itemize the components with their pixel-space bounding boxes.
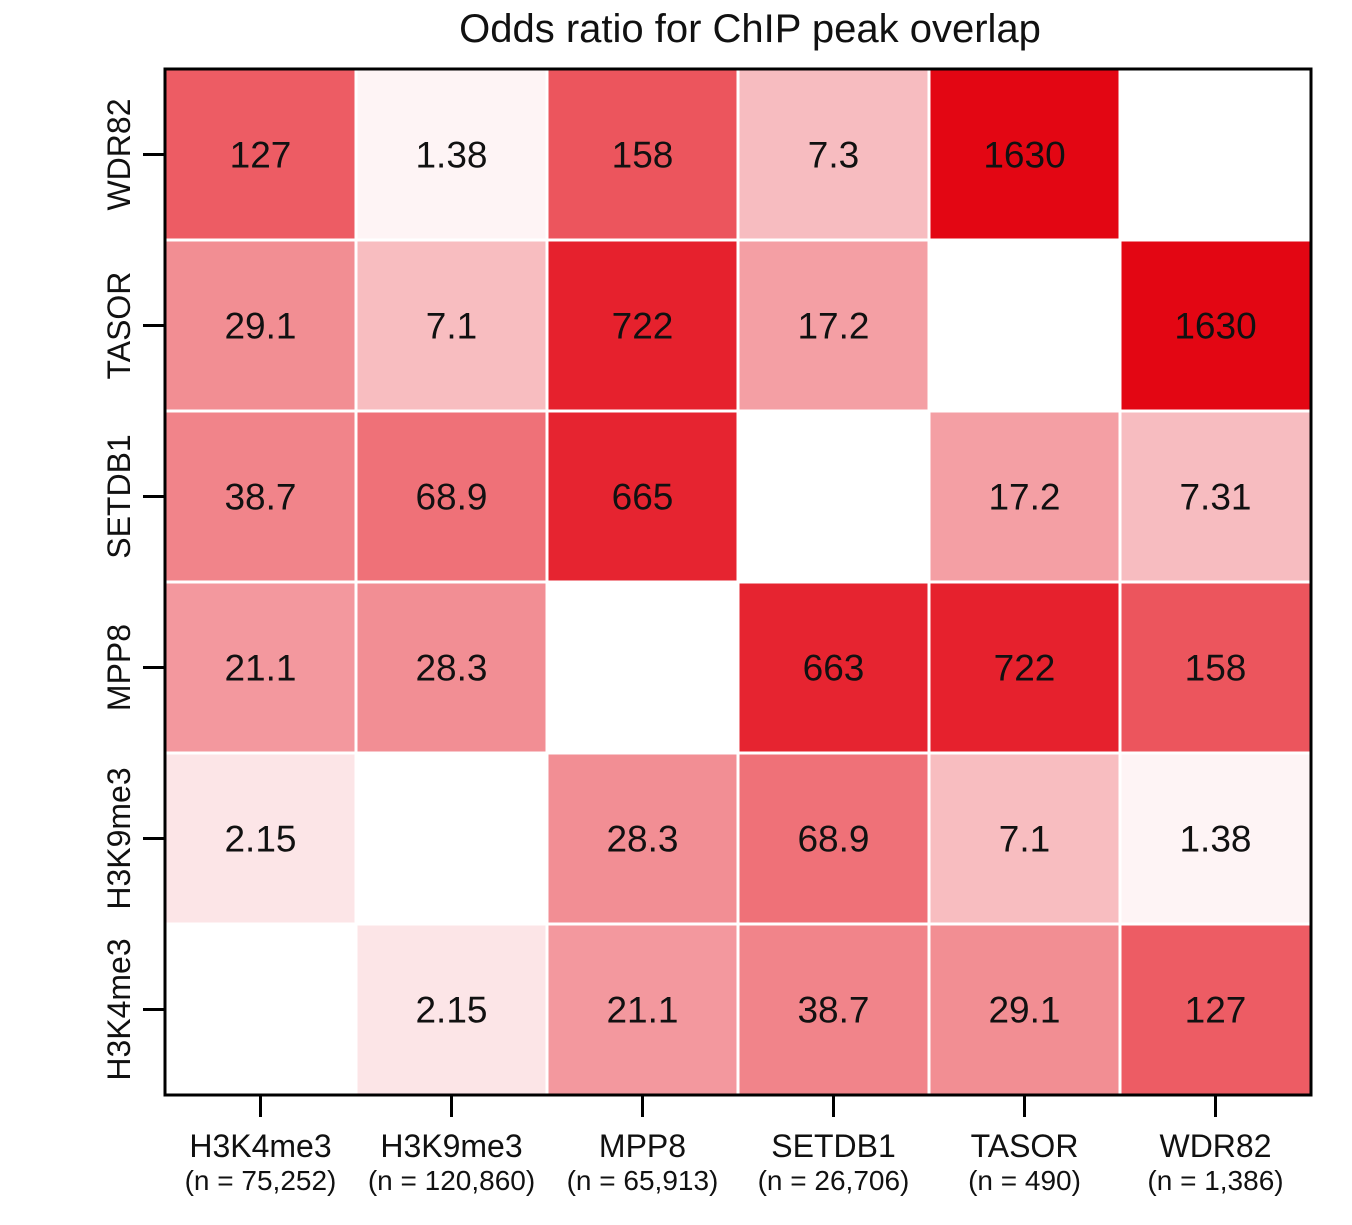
heatmap-cell — [354, 580, 549, 755]
heatmap-cell — [927, 238, 1122, 413]
cell-value-label: 68.9 — [797, 819, 869, 860]
cell-value-label: 722 — [612, 306, 674, 347]
x-axis: H3K4me3(n = 75,252) H3K9me3(n = 120,860) M… — [185, 1095, 1284, 1196]
heatmap-cells — [163, 67, 1313, 1097]
heatmap-cell — [1118, 238, 1313, 413]
x-tick-label: SETDB1 — [771, 1128, 895, 1164]
x-tick-count-label: (n = 1,386) — [1147, 1165, 1283, 1196]
x-tick-count-label: (n = 120,860) — [368, 1165, 535, 1196]
heatmap-cell — [736, 580, 931, 755]
heatmap-cell — [163, 751, 358, 926]
cell-value-label: 1630 — [1174, 306, 1256, 347]
x-tick-count-label: (n = 75,252) — [185, 1165, 337, 1196]
cell-value-label: 21.1 — [224, 648, 296, 689]
cell-value-label: 127 — [1185, 990, 1247, 1031]
cell-value-label: 7.3 — [808, 135, 859, 176]
cell-value-label: 1630 — [983, 135, 1065, 176]
heatmap-cell — [545, 238, 740, 413]
cell-value-label: 29.1 — [224, 306, 296, 347]
x-tick-label: H3K4me3 — [189, 1128, 331, 1164]
cell-value-label: 28.3 — [415, 648, 487, 689]
cell-value-label: 1.38 — [415, 135, 487, 176]
y-tick-label: H3K4me3 — [101, 938, 137, 1080]
x-tick-label: H3K9me3 — [380, 1128, 522, 1164]
x-tick-label: TASOR — [971, 1128, 1079, 1164]
x-tick-count-label: (n = 490) — [968, 1165, 1081, 1196]
heatmap-cell — [163, 67, 358, 242]
heatmap-cell — [736, 751, 931, 926]
heatmap-cell-labels: 127 1.38 158 7.3 1630 29.1 7.1 722 17.2 1630 38.7 6… — [224, 135, 1256, 1031]
heatmap-cell — [1118, 751, 1313, 926]
cell-value-label: 663 — [803, 648, 865, 689]
cell-value-label: 68.9 — [415, 477, 487, 518]
x-tick-label: WDR82 — [1159, 1128, 1271, 1164]
cell-value-label: 2.15 — [224, 819, 296, 860]
cell-value-label: 29.1 — [988, 990, 1060, 1031]
cell-value-label: 38.7 — [224, 477, 296, 518]
heatmap-cell — [927, 922, 1122, 1097]
heatmap-cell — [545, 751, 740, 926]
cell-value-label: 17.2 — [797, 306, 869, 347]
heatmap-cell — [736, 922, 931, 1097]
cell-value-label: 7.1 — [426, 306, 477, 347]
heatmap-cell — [927, 580, 1122, 755]
cell-value-label: 17.2 — [988, 477, 1060, 518]
heatmap-cell — [736, 409, 931, 584]
heatmap-cell — [354, 67, 549, 242]
cell-value-label: 7.31 — [1179, 477, 1251, 518]
y-tick-label: TASOR — [101, 272, 137, 380]
cell-value-label: 665 — [612, 477, 674, 518]
cell-value-label: 21.1 — [606, 990, 678, 1031]
heatmap-cell — [1118, 67, 1313, 242]
cell-value-label: 722 — [994, 648, 1056, 689]
cell-value-label: 2.15 — [415, 990, 487, 1031]
heatmap-cell — [354, 409, 549, 584]
x-tick-count-label: (n = 26,706) — [758, 1165, 910, 1196]
x-tick-count-label: (n = 65,913) — [567, 1165, 719, 1196]
y-axis: WDR82 TASOR SETDB1 MPP8 H3K9me3 H3K4me3 — [101, 98, 165, 1081]
cell-value-label: 158 — [1185, 648, 1247, 689]
cell-value-label: 127 — [230, 135, 292, 176]
heatmap-cell — [545, 922, 740, 1097]
cell-value-label: 1.38 — [1179, 819, 1251, 860]
chart-title: Odds ratio for ChIP peak overlap — [459, 7, 1041, 51]
heatmap-cell — [927, 409, 1122, 584]
y-tick-label: MPP8 — [101, 624, 137, 711]
y-tick-label: WDR82 — [101, 98, 137, 210]
cell-value-label: 158 — [612, 135, 674, 176]
cell-value-label: 28.3 — [606, 819, 678, 860]
cell-value-label: 7.1 — [999, 819, 1050, 860]
cell-value-label: 38.7 — [797, 990, 869, 1031]
heatmap-cell — [354, 751, 549, 926]
plot-frame — [163, 67, 1313, 1097]
heatmap-cell — [545, 580, 740, 755]
y-tick-label: H3K9me3 — [101, 767, 137, 909]
heatmap-cell — [1118, 580, 1313, 755]
x-tick-label: MPP8 — [599, 1128, 686, 1164]
heatmap-cell — [163, 922, 358, 1097]
y-tick-label: SETDB1 — [101, 434, 137, 558]
